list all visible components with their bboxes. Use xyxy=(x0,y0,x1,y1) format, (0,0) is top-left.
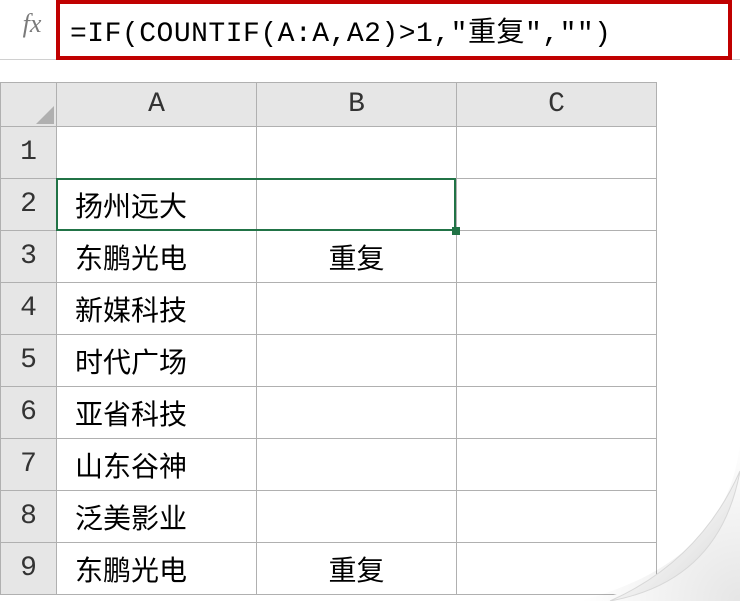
cell-b7[interactable] xyxy=(257,439,457,491)
cell-c1[interactable] xyxy=(457,127,657,179)
cell-a7[interactable]: 山东谷神 xyxy=(57,439,257,491)
cell-b1[interactable]: 是否重复 xyxy=(257,127,457,179)
grid[interactable]: A B C 1 客户姓名 是否重复 2 扬州远大 3 东鹏光电 重复 4 新媒科… xyxy=(0,82,657,595)
fx-icon[interactable]: fx xyxy=(8,9,56,51)
row-header[interactable]: 7 xyxy=(1,439,57,491)
spreadsheet: A B C 1 客户姓名 是否重复 2 扬州远大 3 东鹏光电 重复 4 新媒科… xyxy=(0,82,740,595)
col-header-c[interactable]: C xyxy=(457,83,657,127)
cell-a5[interactable]: 时代广场 xyxy=(57,335,257,387)
cell-b6[interactable] xyxy=(257,387,457,439)
cell-c4[interactable] xyxy=(457,283,657,335)
cell-a1[interactable]: 客户姓名 xyxy=(57,127,257,179)
cell-b2[interactable] xyxy=(257,179,457,231)
row-header[interactable]: 4 xyxy=(1,283,57,335)
cell-c6[interactable] xyxy=(457,387,657,439)
row-header[interactable]: 2 xyxy=(1,179,57,231)
formula-input[interactable]: =IF(COUNTIF(A:A,A2)>1,"重复","") xyxy=(56,0,732,60)
cell-a3[interactable]: 东鹏光电 xyxy=(57,231,257,283)
row-header[interactable]: 1 xyxy=(1,127,57,179)
cell-a4[interactable]: 新媒科技 xyxy=(57,283,257,335)
cell-b5[interactable] xyxy=(257,335,457,387)
col-header-a[interactable]: A xyxy=(57,83,257,127)
cell-c9[interactable] xyxy=(457,543,657,595)
cell-b8[interactable] xyxy=(257,491,457,543)
col-header-b[interactable]: B xyxy=(257,83,457,127)
cell-a9[interactable]: 东鹏光电 xyxy=(57,543,257,595)
row-header[interactable]: 3 xyxy=(1,231,57,283)
cell-a2[interactable]: 扬州远大 xyxy=(57,179,257,231)
cell-c8[interactable] xyxy=(457,491,657,543)
cell-a8[interactable]: 泛美影业 xyxy=(57,491,257,543)
cell-c5[interactable] xyxy=(457,335,657,387)
cell-c7[interactable] xyxy=(457,439,657,491)
cell-c3[interactable] xyxy=(457,231,657,283)
cell-a6[interactable]: 亚省科技 xyxy=(57,387,257,439)
row-header[interactable]: 8 xyxy=(1,491,57,543)
fill-handle[interactable] xyxy=(452,227,460,235)
row-header[interactable]: 5 xyxy=(1,335,57,387)
row-header[interactable]: 6 xyxy=(1,387,57,439)
cell-b9[interactable]: 重复 xyxy=(257,543,457,595)
select-all-corner[interactable] xyxy=(1,83,57,127)
cell-b3[interactable]: 重复 xyxy=(257,231,457,283)
row-header[interactable]: 9 xyxy=(1,543,57,595)
cell-c2[interactable] xyxy=(457,179,657,231)
cell-b4[interactable] xyxy=(257,283,457,335)
formula-bar: fx =IF(COUNTIF(A:A,A2)>1,"重复","") xyxy=(0,0,740,60)
